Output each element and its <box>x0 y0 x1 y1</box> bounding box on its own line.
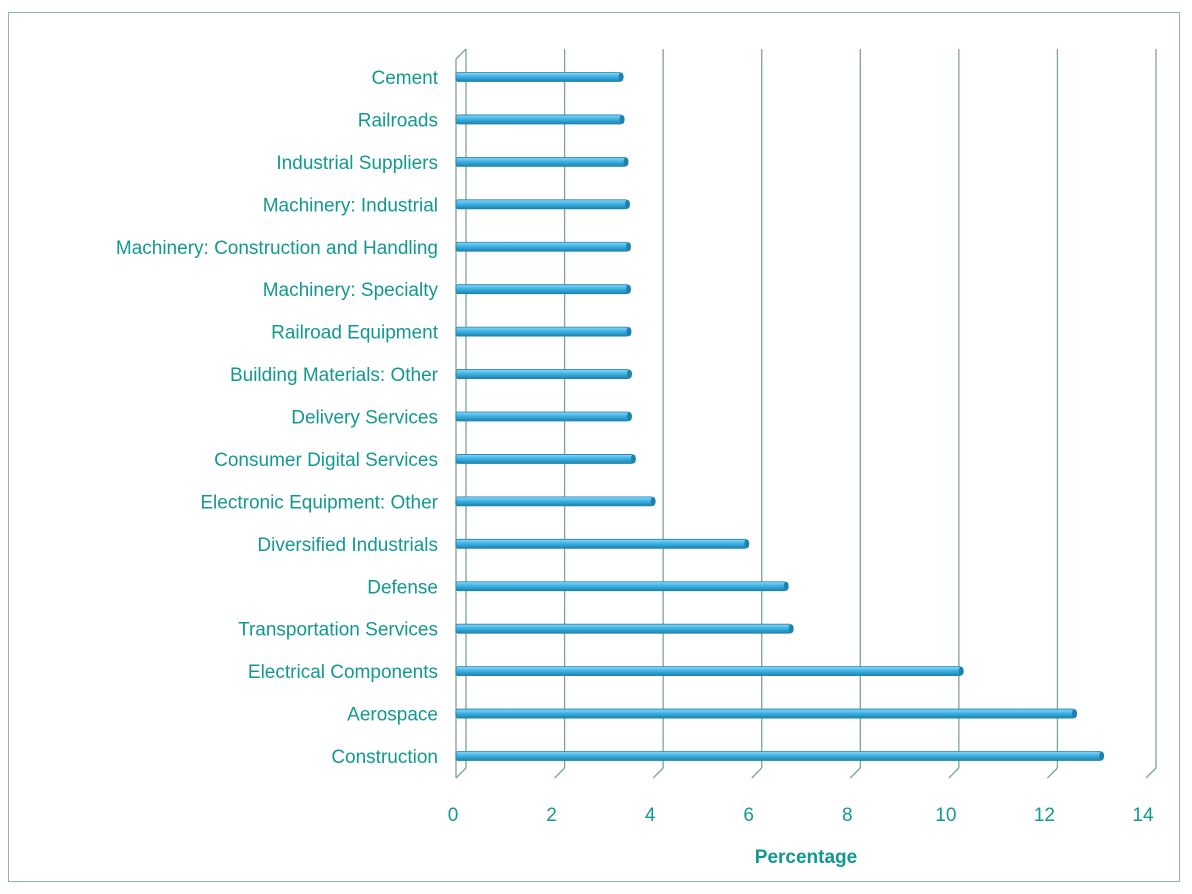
chart-frame: Cement Railroads Industrial Suppliers Machi… <box>8 12 1180 882</box>
bars <box>455 72 1105 761</box>
bar <box>455 241 631 252</box>
x-tick-label: 4 <box>645 805 656 826</box>
gridline-floor <box>1046 767 1058 779</box>
x-tick-label: 8 <box>842 805 853 826</box>
x-axis-title: Percentage <box>755 847 857 868</box>
bar-cap <box>625 199 631 209</box>
category-labels: Cement Railroads Industrial Suppliers Machi… <box>116 68 439 768</box>
bar-body <box>455 156 627 167</box>
category-label: Diversified Industrials <box>257 535 438 556</box>
bar <box>455 369 632 379</box>
bar-body <box>455 72 622 82</box>
gridline-floor <box>849 767 861 779</box>
x-tick-label: 6 <box>743 805 754 826</box>
bar-body <box>455 326 630 337</box>
bar <box>455 114 625 125</box>
bar-cap <box>783 581 789 591</box>
bar-cap <box>744 539 750 549</box>
category-label: Electrical Components <box>248 662 438 683</box>
x-tick-label: 0 <box>448 805 459 826</box>
bar-chart: Cement Railroads Industrial Suppliers Machi… <box>116 48 1157 868</box>
gridline-floor <box>948 767 960 779</box>
bar-cap <box>626 369 632 379</box>
gridline-floor <box>554 767 566 779</box>
bar-body <box>455 623 792 634</box>
x-tick-label: 10 <box>935 805 956 826</box>
bar-body <box>455 581 787 592</box>
bar <box>455 156 629 167</box>
bar <box>455 496 656 507</box>
left-wall-top <box>455 48 467 60</box>
bar-body <box>455 751 1103 761</box>
gridline-floor <box>652 767 664 779</box>
category-label: Industrial Suppliers <box>276 153 438 174</box>
category-label: Machinery: Industrial <box>263 195 438 216</box>
bar-cap <box>650 496 656 506</box>
category-label: Transportation Services <box>238 620 438 641</box>
bar-cap <box>626 412 632 421</box>
bar <box>455 326 632 337</box>
x-tick-label: 12 <box>1034 805 1055 826</box>
bar <box>455 199 631 210</box>
category-label: Building Materials: Other <box>230 365 439 386</box>
bar-body <box>455 284 629 295</box>
category-label: Machinery: Construction and Handling <box>116 238 438 259</box>
bar-cap <box>626 284 631 294</box>
bar-body <box>455 454 634 464</box>
bar-body <box>455 411 630 422</box>
category-label: Construction <box>331 747 438 768</box>
bar <box>455 454 636 464</box>
bar <box>455 708 1078 719</box>
gridline-floor <box>455 767 467 779</box>
x-tick-labels: 0 2 4 6 8 10 12 14 <box>448 805 1154 826</box>
category-label: Machinery: Specialty <box>263 280 439 301</box>
bar <box>455 581 789 592</box>
bar-body <box>455 708 1075 719</box>
bar <box>455 751 1105 761</box>
category-label: Defense <box>367 577 438 598</box>
bar-cap <box>1099 751 1105 761</box>
bar-cap <box>958 666 964 676</box>
category-label: Railroad Equipment <box>271 323 439 344</box>
category-label: Consumer Digital Services <box>214 450 438 471</box>
bar-cap <box>618 72 624 82</box>
bar <box>455 411 632 422</box>
bar-cap <box>788 624 794 634</box>
gridline-floor <box>751 767 763 779</box>
bar-cap <box>623 157 629 167</box>
bar-body <box>455 496 654 507</box>
bar <box>455 623 794 634</box>
x-tick-label: 14 <box>1132 805 1154 826</box>
category-label: Cement <box>371 68 438 89</box>
bar-body <box>455 199 628 210</box>
gridline-floor <box>1145 767 1157 779</box>
bar-cap <box>619 114 625 124</box>
bar-cap <box>630 454 636 464</box>
bar <box>455 666 964 677</box>
bar-body <box>455 666 962 677</box>
bar-cap <box>1072 709 1078 719</box>
bar <box>455 284 631 295</box>
bar-body <box>455 369 630 379</box>
bar-body <box>455 538 748 549</box>
bar <box>455 538 750 549</box>
bar-cap <box>626 242 631 252</box>
x-tick-label: 2 <box>546 805 557 826</box>
category-label: Railroads <box>358 110 438 131</box>
bar-body <box>455 241 629 252</box>
category-label: Delivery Services <box>291 408 438 429</box>
bar-cap <box>626 327 632 337</box>
category-label: Electronic Equipment: Other <box>200 492 438 513</box>
category-label: Aerospace <box>347 705 438 726</box>
bar <box>455 72 624 82</box>
bar-body <box>455 114 623 125</box>
